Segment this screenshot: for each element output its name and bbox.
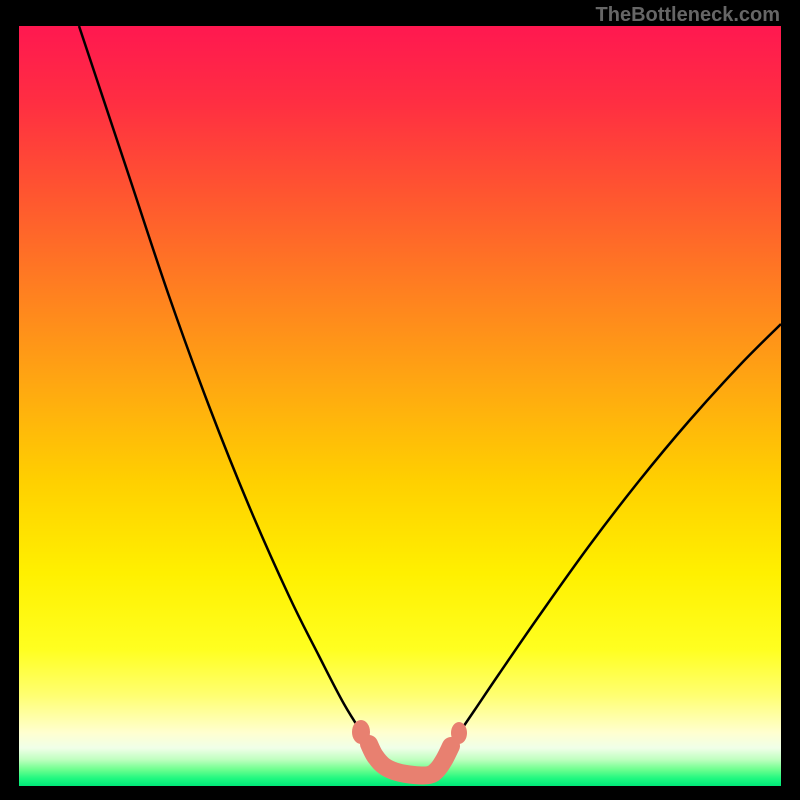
right-curve [457, 324, 781, 736]
watermark-text: TheBottleneck.com [596, 4, 780, 27]
bottom-dot-left [352, 720, 370, 744]
plot-area [19, 26, 781, 786]
bottom-segment [369, 744, 451, 776]
bottom-dot-right [451, 722, 467, 744]
left-curve [79, 26, 364, 736]
chart-container: TheBottleneck.com [0, 0, 800, 800]
curve-overlay [19, 26, 781, 786]
